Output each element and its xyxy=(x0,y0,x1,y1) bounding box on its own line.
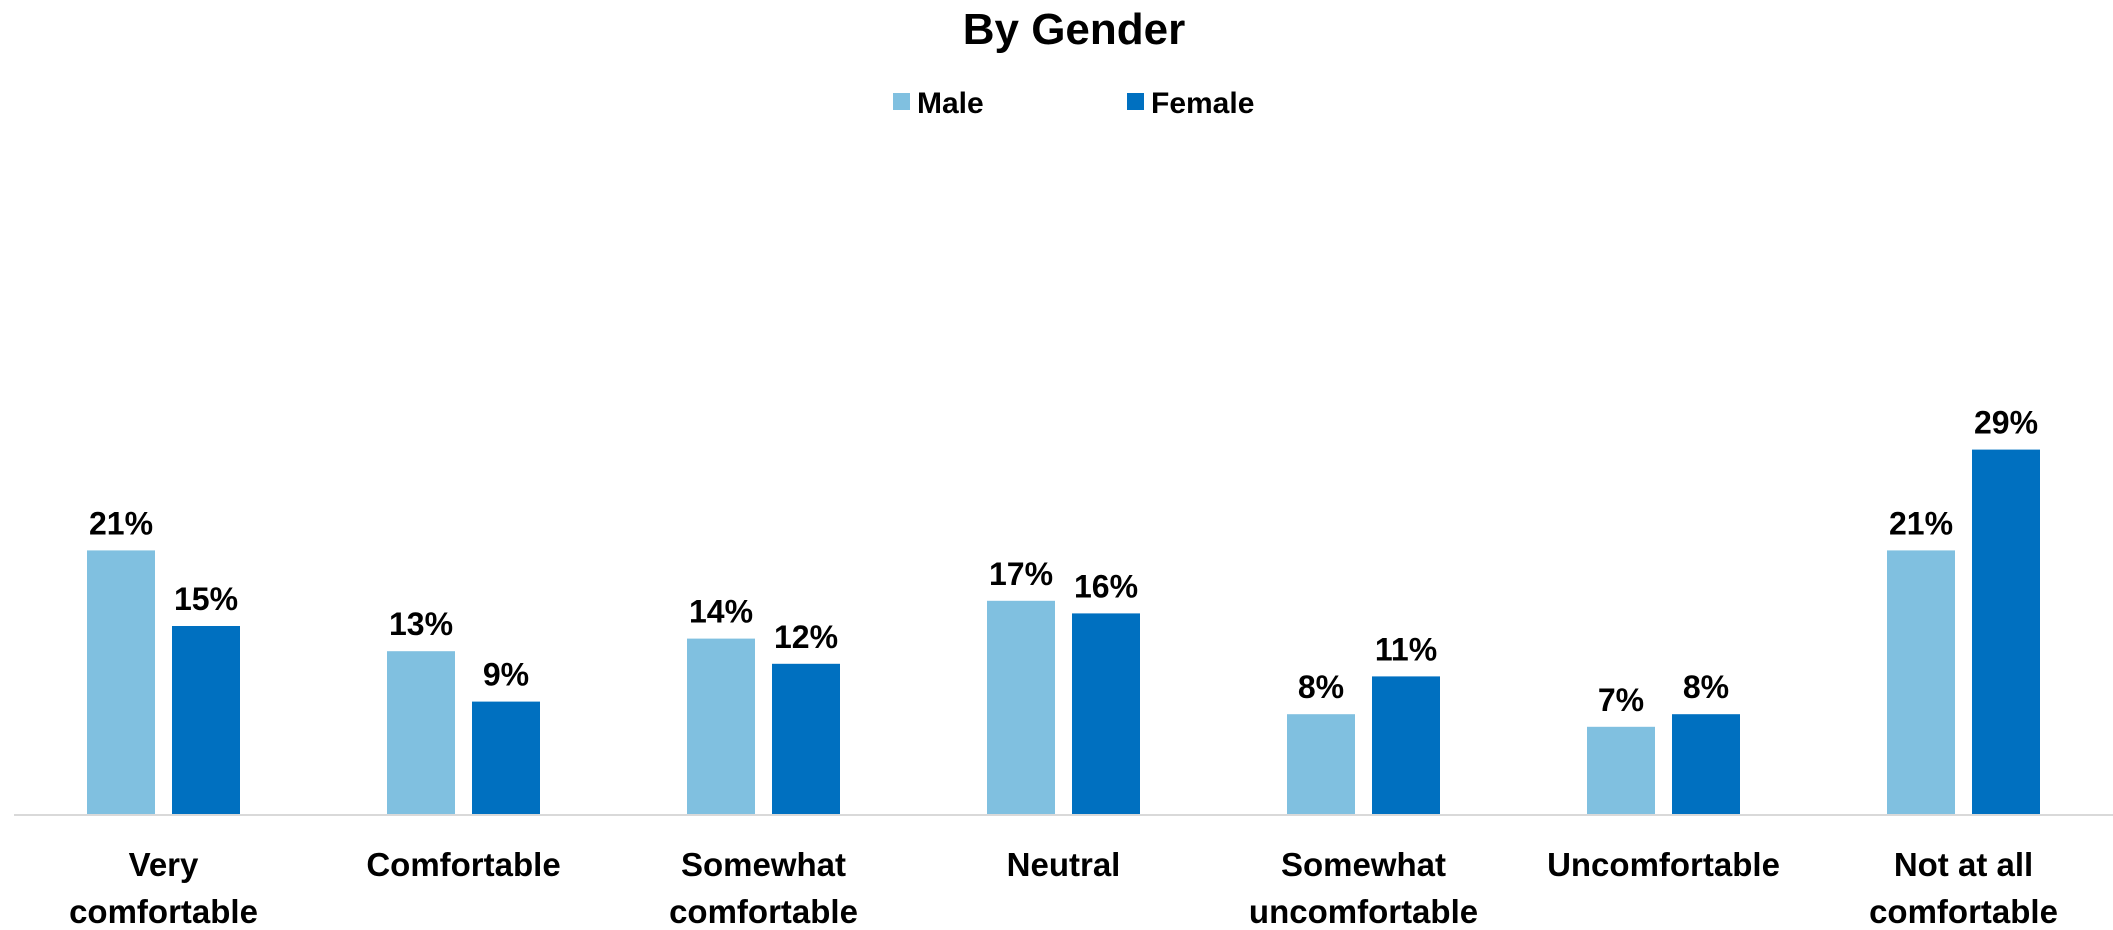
data-label: 8% xyxy=(1298,669,1344,705)
legend-swatch-female xyxy=(1127,93,1144,110)
bar-female xyxy=(172,626,240,815)
category-label: Not at all comfortable xyxy=(1869,846,2058,930)
data-label: 9% xyxy=(483,657,529,693)
bar-female xyxy=(772,663,840,815)
bar-female xyxy=(1672,714,1740,815)
legend: Male Female xyxy=(893,87,1254,120)
data-label: 21% xyxy=(1889,505,1953,541)
data-labels-group: 21% 15% 13% 9% 14% 12% 17% 16% 8% 11% 7% 8% 21% 29% xyxy=(89,405,2038,718)
data-label: 13% xyxy=(389,606,453,642)
category-label: Comfortable xyxy=(366,846,560,883)
legend-swatch-male xyxy=(893,93,910,110)
category-label: Very comfortable xyxy=(69,846,258,930)
category-label: Somewhat comfortable xyxy=(669,846,858,930)
bar-female xyxy=(1072,613,1140,815)
bar-male xyxy=(1287,714,1355,815)
bar-male xyxy=(387,651,455,815)
legend-label-female: Female xyxy=(1151,87,1254,120)
category-label: Uncomfortable xyxy=(1547,846,1780,883)
data-label: 12% xyxy=(774,619,838,655)
data-label: 29% xyxy=(1974,405,2038,441)
bar-female xyxy=(1372,676,1440,815)
data-label: 15% xyxy=(174,581,238,617)
data-label: 17% xyxy=(989,556,1053,592)
data-label: 16% xyxy=(1074,568,1138,604)
data-label: 14% xyxy=(689,594,753,630)
data-label: 11% xyxy=(1375,631,1437,667)
legend-label-male: Male xyxy=(917,87,984,120)
category-label: Somewhat uncomfortable xyxy=(1249,846,1478,930)
bar-female xyxy=(472,701,540,815)
bars-group xyxy=(87,449,2040,815)
bar-male xyxy=(687,638,755,815)
chart-title: By Gender xyxy=(963,5,1186,54)
category-label: Neutral xyxy=(1007,846,1121,883)
bar-male xyxy=(1587,726,1655,815)
bar-male xyxy=(87,550,155,815)
data-label: 8% xyxy=(1683,669,1729,705)
data-label: 21% xyxy=(89,505,153,541)
category-labels-group: Very comfortable Comfortable Somewhat comfor… xyxy=(69,846,2058,930)
bar-female xyxy=(1972,449,2040,815)
bar-male xyxy=(987,600,1055,815)
bar-male xyxy=(1887,550,1955,815)
data-label: 7% xyxy=(1598,682,1644,718)
